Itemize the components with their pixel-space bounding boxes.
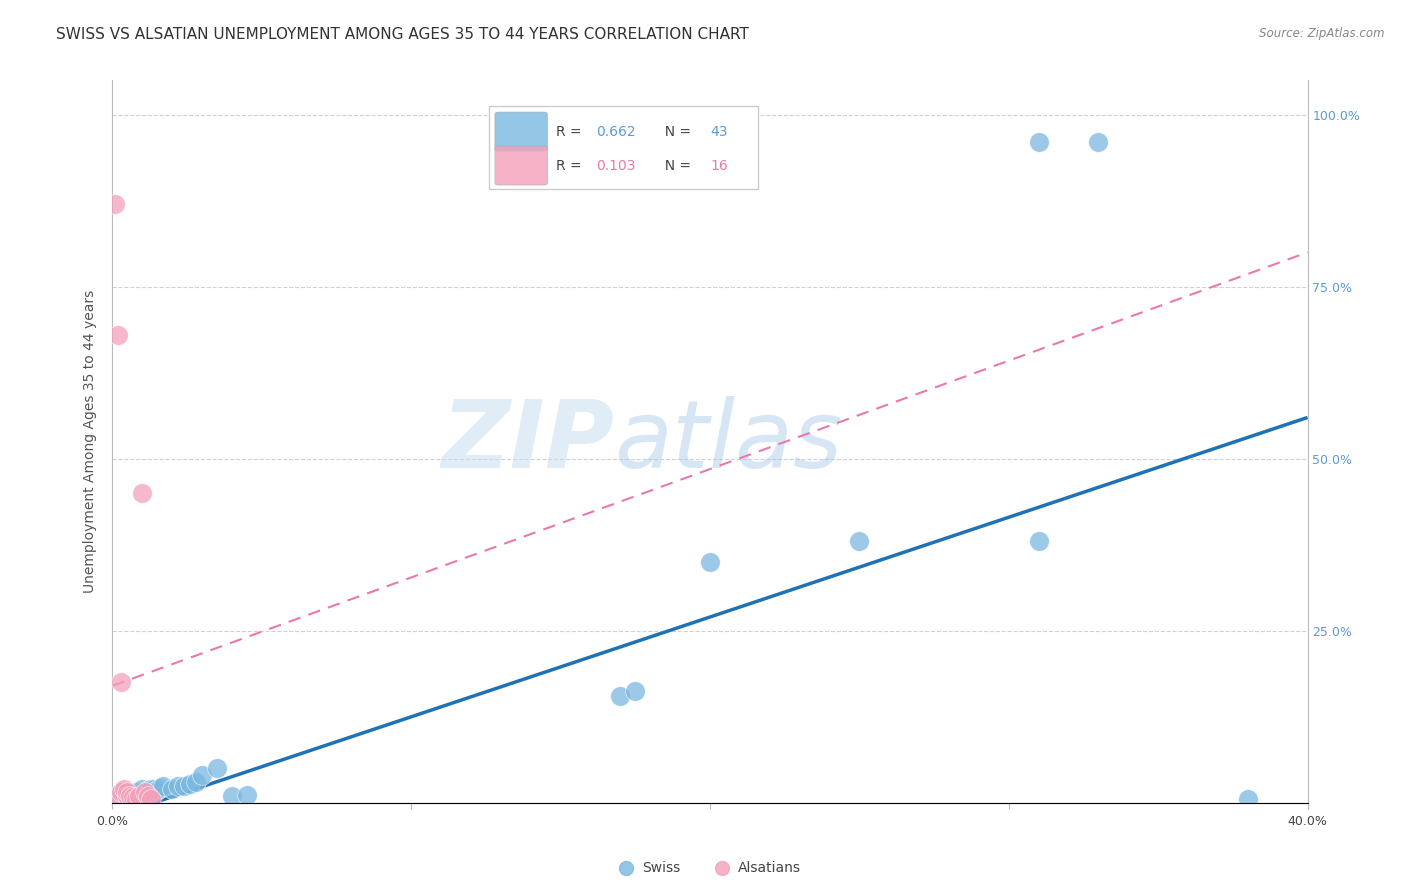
Point — [131, 782, 153, 797]
Point — [1386, 857, 1406, 871]
Text: Source: ZipAtlas.com: Source: ZipAtlas.com — [1260, 27, 1385, 40]
Text: 0.662: 0.662 — [596, 125, 636, 138]
Text: SWISS VS ALSATIAN UNEMPLOYMENT AMONG AGES 35 TO 44 YEARS CORRELATION CHART: SWISS VS ALSATIAN UNEMPLOYMENT AMONG AGE… — [56, 27, 749, 42]
Point — [122, 790, 145, 805]
Point — [167, 779, 190, 793]
Y-axis label: Unemployment Among Ages 35 to 44 years: Unemployment Among Ages 35 to 44 years — [83, 290, 97, 593]
Point — [125, 792, 148, 806]
Point — [114, 782, 135, 797]
Point — [117, 785, 139, 799]
Point — [110, 785, 132, 799]
Point — [120, 791, 142, 805]
Point — [1237, 792, 1260, 806]
Point — [236, 788, 259, 802]
Point — [143, 782, 166, 797]
Point — [134, 788, 156, 802]
Point — [104, 792, 127, 806]
Point — [120, 789, 142, 803]
Point — [104, 792, 127, 806]
Point — [107, 327, 129, 342]
Text: 43: 43 — [710, 125, 727, 138]
Point — [104, 197, 127, 211]
Point — [173, 779, 195, 793]
Point — [117, 794, 139, 808]
Point — [114, 785, 135, 799]
Point — [221, 789, 243, 803]
Text: 0.103: 0.103 — [596, 159, 636, 172]
Point — [107, 788, 129, 802]
Point — [131, 785, 153, 799]
Point — [122, 789, 145, 803]
Text: 16: 16 — [710, 159, 728, 172]
Point — [110, 788, 132, 802]
Point — [1028, 135, 1050, 149]
Point — [120, 786, 142, 800]
Text: Swiss: Swiss — [643, 861, 681, 875]
Point — [114, 790, 135, 805]
Text: Alsatians: Alsatians — [738, 861, 800, 875]
Point — [141, 782, 163, 797]
Point — [125, 785, 148, 799]
Point — [104, 789, 127, 803]
FancyBboxPatch shape — [489, 105, 758, 189]
Point — [191, 768, 214, 782]
Point — [134, 785, 156, 799]
Point — [609, 689, 631, 703]
Point — [699, 555, 721, 569]
Point — [128, 789, 150, 803]
Point — [107, 792, 129, 806]
Point — [138, 789, 160, 803]
Text: R =: R = — [555, 125, 586, 138]
Point — [110, 675, 132, 690]
Text: atlas: atlas — [614, 396, 842, 487]
FancyBboxPatch shape — [495, 146, 547, 185]
Point — [149, 780, 172, 795]
Text: ZIP: ZIP — [441, 395, 614, 488]
Point — [624, 684, 647, 698]
Point — [138, 783, 160, 797]
Point — [128, 788, 150, 802]
Point — [162, 782, 183, 797]
Point — [110, 793, 132, 807]
Point — [117, 789, 139, 803]
Text: R =: R = — [555, 159, 586, 172]
FancyBboxPatch shape — [495, 112, 547, 151]
Point — [146, 783, 169, 797]
Point — [117, 789, 139, 803]
Point — [848, 534, 870, 549]
Point — [186, 775, 208, 789]
Point — [122, 793, 145, 807]
Point — [1087, 135, 1109, 149]
Point — [179, 776, 201, 790]
Point — [152, 779, 174, 793]
Text: N =: N = — [657, 125, 696, 138]
Point — [125, 790, 148, 805]
Point — [205, 761, 228, 775]
Point — [141, 792, 163, 806]
Text: N =: N = — [657, 159, 696, 172]
Point — [131, 486, 153, 500]
Point — [1028, 534, 1050, 549]
